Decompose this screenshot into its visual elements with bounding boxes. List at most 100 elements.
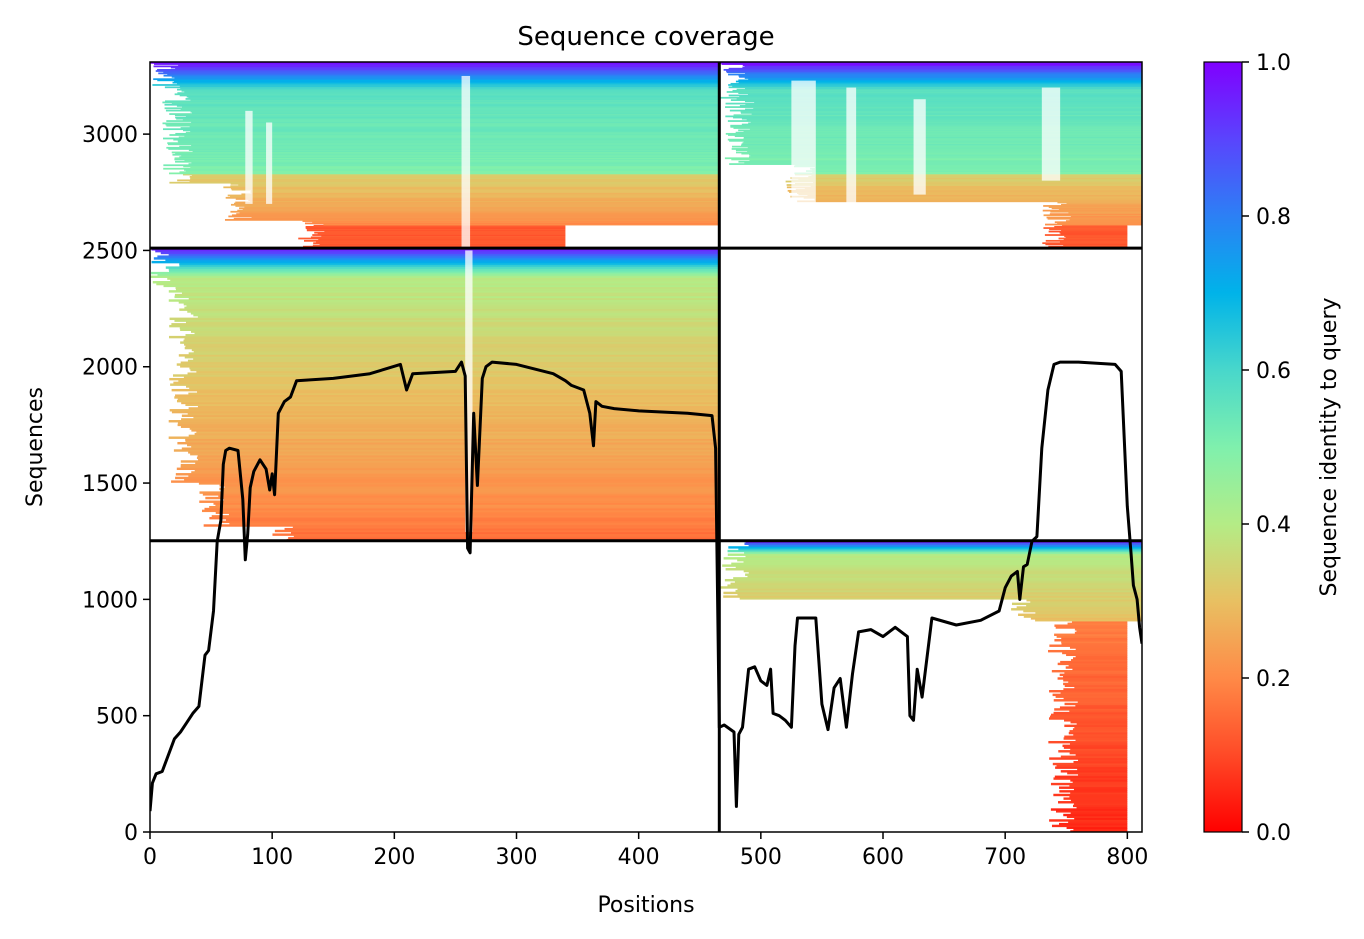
heatmap-row <box>1055 810 1128 813</box>
heatmap-row <box>230 210 720 213</box>
heatmap-row <box>193 416 720 419</box>
heatmap-row <box>794 182 1142 185</box>
heatmap-row <box>1068 821 1128 824</box>
colorbar-tick-label: 0.2 <box>1256 667 1291 692</box>
coverage-gap <box>791 80 816 204</box>
heatmap-row <box>169 270 720 273</box>
heatmap-row <box>204 507 720 511</box>
heatmap-row <box>739 95 1142 98</box>
heatmap-row <box>1069 784 1128 788</box>
heatmap-row <box>187 310 720 313</box>
heatmap-row <box>753 107 1142 110</box>
heatmap-row <box>1069 742 1128 746</box>
heatmap-row <box>805 170 1142 172</box>
heatmap-row <box>178 379 720 383</box>
heatmap-row <box>740 112 1142 114</box>
heatmap-row <box>181 89 720 92</box>
heatmap-row <box>179 264 720 267</box>
heatmap-row <box>170 383 720 386</box>
heatmap-row <box>1051 669 1128 673</box>
heatmap-row <box>1074 802 1128 806</box>
x-tick-label: 600 <box>862 845 904 870</box>
heatmap-row <box>199 500 720 503</box>
heatmap-row <box>162 128 720 131</box>
heatmap-row <box>180 463 720 467</box>
heatmap-row <box>190 312 720 315</box>
heatmap-row <box>750 155 1142 157</box>
heatmap-row <box>1074 726 1128 729</box>
heatmap-row <box>1064 671 1128 675</box>
heatmap-row <box>153 257 720 260</box>
heatmap-row <box>174 157 720 160</box>
heatmap-row <box>744 100 1142 103</box>
heatmap-row <box>180 465 720 469</box>
heatmap-row <box>188 149 720 151</box>
heatmap-row <box>1026 598 1142 602</box>
heatmap-row <box>808 175 1142 178</box>
chart-title: Sequence coverage <box>517 22 774 52</box>
heatmap-row <box>176 399 720 403</box>
heatmap-row <box>183 129 720 132</box>
heatmap-row <box>250 191 720 193</box>
heatmap-row <box>238 184 720 186</box>
heatmap-row <box>1067 622 1128 626</box>
heatmap-row <box>739 105 1142 107</box>
heatmap-row <box>168 148 720 150</box>
heatmap-row <box>735 131 1142 134</box>
heatmap-row <box>237 209 720 212</box>
heatmap-row <box>184 478 720 481</box>
heatmap-row <box>719 586 1142 589</box>
heatmap-row <box>735 589 1142 593</box>
heatmap-row <box>735 149 1142 151</box>
heatmap-row <box>745 108 1142 111</box>
heatmap-row <box>1069 751 1128 755</box>
heatmap-row <box>305 226 566 228</box>
heatmap-row <box>1042 209 1142 212</box>
heatmap-row <box>185 403 720 407</box>
heatmap-row <box>1069 219 1142 221</box>
heatmap-row <box>196 370 720 374</box>
heatmap-row <box>742 64 1142 67</box>
heatmap-row <box>272 533 720 536</box>
heatmap-row <box>190 99 720 101</box>
heatmap-row <box>184 169 720 171</box>
heatmap-row <box>174 293 720 297</box>
heatmap-row <box>176 117 720 120</box>
heatmap-row <box>1062 744 1128 748</box>
heatmap-row <box>190 166 720 169</box>
heatmap-row <box>735 80 1142 83</box>
heatmap-row <box>185 345 720 348</box>
heatmap-row <box>169 317 720 321</box>
heatmap-row <box>151 260 720 264</box>
heatmap-row <box>190 130 720 133</box>
heatmap-row <box>194 332 720 335</box>
heatmap-row <box>733 114 1142 117</box>
heatmap-row <box>1071 620 1128 624</box>
colorbar-ticks: 0.0 0.2 0.4 0.6 0.8 1.0 <box>1242 51 1291 846</box>
heatmap-row <box>1073 788 1128 791</box>
heatmap-row <box>791 179 1142 182</box>
heatmap-row <box>288 537 720 540</box>
heatmap-row <box>1073 828 1128 831</box>
heatmap-row <box>201 509 720 513</box>
heatmap-row <box>741 144 1142 147</box>
heatmap-row <box>241 193 720 196</box>
heatmap-row <box>1023 609 1142 613</box>
y-tick-label: 500 <box>96 705 138 730</box>
heatmap-row <box>189 366 720 370</box>
heatmap-row <box>303 239 566 242</box>
colorbar-tick-label: 0.6 <box>1256 359 1291 384</box>
heatmap-row <box>1070 659 1128 662</box>
heatmap-row <box>788 191 1142 193</box>
heatmap-row <box>184 343 720 346</box>
heatmap-row <box>1055 626 1128 629</box>
heatmap-row <box>180 127 720 129</box>
heatmap-row <box>184 135 720 138</box>
heatmap-row <box>321 235 566 238</box>
heatmap-row <box>176 105 720 107</box>
heatmap-row <box>179 326 720 330</box>
heatmap-row <box>730 82 1142 85</box>
heatmap-row <box>292 526 720 529</box>
heatmap-row <box>1035 619 1142 622</box>
heatmap-row <box>227 194 720 197</box>
